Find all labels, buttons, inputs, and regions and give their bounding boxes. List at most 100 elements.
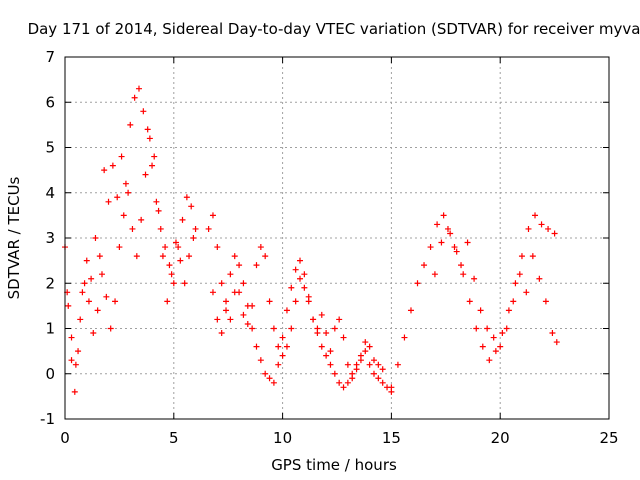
- data-point: [375, 361, 382, 368]
- x-axis-label: GPS time / hours: [271, 456, 397, 474]
- data-point: [249, 325, 256, 332]
- data-point: [223, 298, 230, 305]
- data-point: [362, 339, 369, 346]
- data-point: [236, 262, 243, 269]
- data-point: [536, 275, 543, 282]
- data-point: [214, 244, 221, 251]
- data-point: [83, 257, 90, 264]
- data-point: [253, 343, 260, 350]
- data-point: [101, 167, 108, 174]
- data-point: [336, 316, 343, 323]
- data-point: [357, 352, 364, 359]
- data-point: [164, 298, 171, 305]
- data-point: [116, 244, 123, 251]
- data-point: [421, 262, 428, 269]
- data-point: [270, 379, 277, 386]
- data-point: [283, 307, 290, 314]
- data-point: [209, 212, 216, 219]
- y-tick-label: 1: [45, 320, 55, 338]
- data-point: [107, 325, 114, 332]
- data-point: [370, 370, 377, 377]
- data-point: [525, 225, 532, 232]
- data-point: [266, 375, 273, 382]
- data-point: [401, 334, 408, 341]
- data-point: [440, 212, 447, 219]
- data-point: [370, 357, 377, 364]
- data-point: [490, 334, 497, 341]
- data-point: [279, 334, 286, 341]
- data-point: [275, 361, 282, 368]
- data-point: [349, 375, 356, 382]
- data-point: [120, 212, 127, 219]
- series-trace-b: [64, 135, 197, 368]
- data-point: [192, 225, 199, 232]
- data-point: [85, 298, 92, 305]
- data-point: [292, 266, 299, 273]
- data-point: [301, 284, 308, 291]
- data-point: [131, 94, 138, 101]
- data-point: [266, 298, 273, 305]
- y-tick-label: 2: [45, 274, 55, 292]
- data-point: [186, 253, 193, 260]
- series-trace-d: [209, 244, 386, 382]
- data-point: [175, 244, 182, 251]
- data-point: [253, 262, 260, 269]
- data-point: [434, 221, 441, 228]
- data-point: [279, 352, 286, 359]
- data-point: [340, 384, 347, 391]
- data-point: [142, 171, 149, 178]
- data-point: [431, 271, 438, 278]
- chart-title: Day 171 of 2014, Sidereal Day-to-day VTE…: [28, 20, 640, 38]
- data-point: [375, 375, 382, 382]
- data-point: [451, 244, 458, 251]
- data-point: [75, 348, 82, 355]
- data-point: [438, 239, 445, 246]
- data-point: [65, 302, 72, 309]
- data-point: [244, 320, 251, 327]
- data-point: [162, 244, 169, 251]
- data-point: [486, 357, 493, 364]
- data-point: [484, 325, 491, 332]
- data-point: [379, 366, 386, 373]
- data-point: [549, 330, 556, 337]
- data-point: [88, 275, 95, 282]
- data-point: [103, 293, 110, 300]
- data-point: [331, 325, 338, 332]
- data-point: [94, 307, 101, 314]
- data-point: [529, 253, 536, 260]
- data-point: [288, 284, 295, 291]
- data-point: [240, 311, 247, 318]
- data-point: [447, 230, 454, 237]
- data-point: [155, 207, 162, 214]
- data-point: [257, 357, 264, 364]
- grid: [65, 57, 609, 419]
- y-tick-label: -1: [40, 410, 55, 428]
- data-point: [144, 126, 151, 133]
- data-point: [159, 253, 166, 260]
- data-point: [366, 361, 373, 368]
- data-point: [157, 225, 164, 232]
- data-point: [151, 153, 158, 160]
- data-point: [90, 330, 97, 337]
- data-point: [505, 307, 512, 314]
- data-point: [479, 343, 486, 350]
- y-tick-label: 3: [45, 229, 55, 247]
- data-point: [314, 325, 321, 332]
- data-point: [227, 316, 234, 323]
- data-point: [323, 352, 330, 359]
- data-point: [538, 221, 545, 228]
- data-point: [92, 235, 99, 241]
- data-point: [227, 271, 234, 278]
- data-point: [444, 225, 451, 232]
- data-point: [122, 180, 129, 187]
- data-point: [318, 311, 325, 318]
- data-point: [172, 239, 179, 246]
- data-point: [68, 357, 75, 364]
- x-tick-label: 20: [491, 429, 510, 447]
- data-point: [127, 121, 134, 128]
- data-point: [492, 348, 499, 355]
- data-point: [510, 298, 517, 305]
- data-point: [532, 212, 539, 219]
- series-trace-e: [388, 212, 558, 391]
